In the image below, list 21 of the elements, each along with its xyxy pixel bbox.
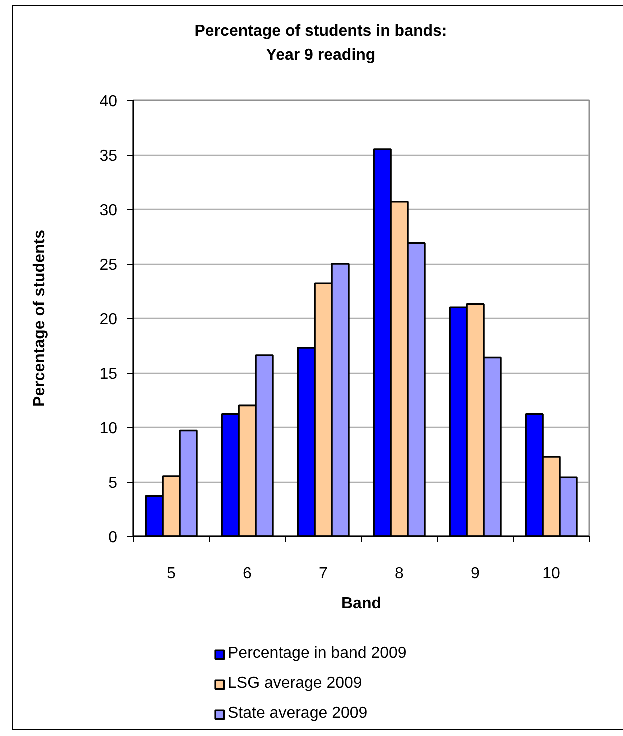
y-tick-label: 20 — [100, 312, 118, 328]
x-axis-title: Band — [342, 596, 382, 612]
y-tick-label: 35 — [100, 148, 118, 165]
y-tick-label: 30 — [100, 202, 118, 220]
legend-label: Percentage in band 2009 — [228, 645, 407, 663]
chart-title: Percentage of students in bands: Year 9 reading — [194, 22, 448, 66]
legend-label: State average 2009 — [228, 705, 368, 723]
x-tick-label: 10 — [542, 566, 560, 582]
x-tick-label: 9 — [471, 566, 480, 582]
y-axis-title: Percentage of students — [32, 230, 49, 407]
y-tick-label: 5 — [108, 475, 118, 492]
y-tick-label: 25 — [100, 257, 118, 274]
y-tick-label: 10 — [100, 420, 118, 438]
x-tick-label: 8 — [395, 566, 404, 582]
y-tick-label: 15 — [100, 366, 118, 383]
y-tick-label: 0 — [108, 530, 118, 546]
y-tick-label: 40 — [100, 94, 118, 110]
legend-label: LSG average 2009 — [228, 675, 362, 693]
x-tick-label: 7 — [319, 566, 328, 582]
x-tick-label: 5 — [167, 566, 176, 582]
x-tick-label: 6 — [243, 566, 252, 582]
